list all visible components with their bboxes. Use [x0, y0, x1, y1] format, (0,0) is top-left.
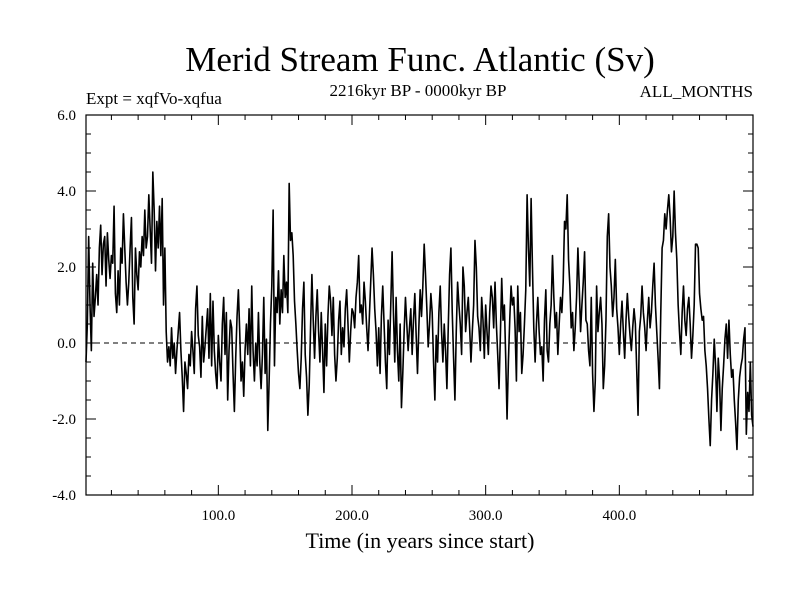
x-tick-label: 200.0	[335, 508, 369, 524]
x-tick-label: 100.0	[201, 508, 235, 524]
y-tick-label: 0.0	[57, 336, 76, 352]
x-axis-label: Time (in years since start)	[306, 528, 535, 553]
chart-subtitle-right: ALL_MONTHS	[640, 82, 753, 101]
chart-subtitle-center: 2216kyr BP - 0000kyr BP	[330, 81, 507, 100]
y-tick-label: -2.0	[52, 412, 76, 428]
x-tick-label: 400.0	[602, 508, 636, 524]
x-tick-label: 300.0	[469, 508, 503, 524]
data-series-line	[85, 171, 754, 451]
y-tick-label: 6.0	[57, 108, 76, 124]
y-tick-label: -4.0	[52, 488, 76, 504]
y-tick-label: 4.0	[57, 184, 76, 200]
plot-frame	[85, 114, 754, 496]
chart-subtitle-left: Expt = xqfVo-xqfua	[86, 89, 222, 108]
chart-title: Merid Stream Func. Atlantic (Sv)	[185, 40, 655, 79]
y-tick-label: 2.0	[57, 260, 76, 276]
